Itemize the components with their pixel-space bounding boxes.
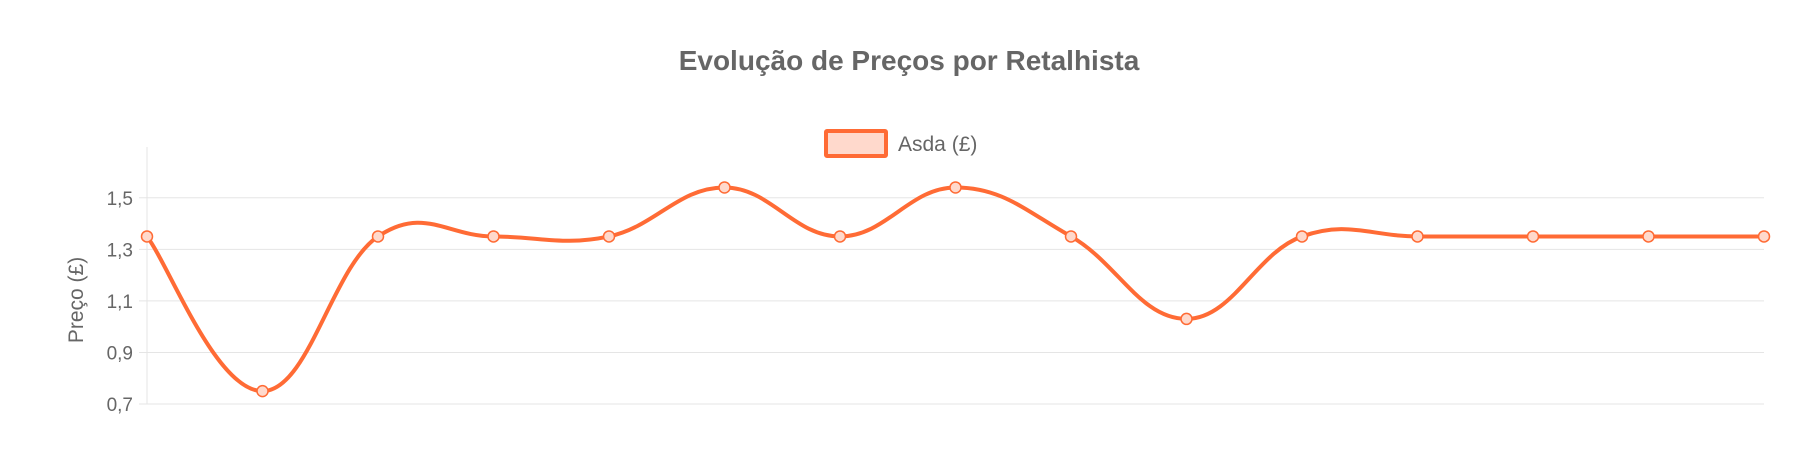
data-point[interactable] — [1295, 230, 1309, 243]
y-tick-label: 1,1 — [107, 292, 133, 313]
data-point[interactable] — [1180, 312, 1193, 326]
data-point[interactable] — [140, 230, 154, 243]
data-point[interactable] — [487, 230, 500, 243]
data-point[interactable] — [256, 384, 269, 398]
legend-label: Asda (£) — [898, 133, 977, 156]
y-axis-ticks: 1,5 1,3 1,1 0,9 0,7 — [107, 189, 133, 416]
data-point[interactable] — [833, 230, 847, 243]
y-tick-label: 0,9 — [107, 343, 133, 364]
series-line — [145, 185, 1764, 394]
y-tick-label: 1,5 — [107, 189, 133, 210]
y-tick-label: 0,7 — [107, 395, 133, 416]
data-point[interactable] — [1064, 230, 1078, 243]
data-point[interactable] — [949, 181, 962, 194]
legend[interactable]: Asda (£) — [824, 129, 977, 158]
data-point[interactable] — [602, 230, 616, 243]
grid-lines — [139, 147, 1764, 405]
series-asda — [140, 181, 1771, 398]
data-point[interactable] — [1757, 230, 1771, 243]
y-tick-label: 1,3 — [107, 240, 133, 261]
data-point[interactable] — [1411, 230, 1424, 243]
data-point[interactable] — [718, 181, 731, 194]
data-point[interactable] — [371, 230, 385, 243]
legend-swatch — [824, 129, 888, 158]
y-axis-title: Preço (£) — [65, 257, 88, 343]
data-point[interactable] — [1526, 230, 1540, 243]
chart-title: Evolução de Preços por Retalhista — [679, 45, 1140, 76]
data-point[interactable] — [1642, 230, 1655, 243]
